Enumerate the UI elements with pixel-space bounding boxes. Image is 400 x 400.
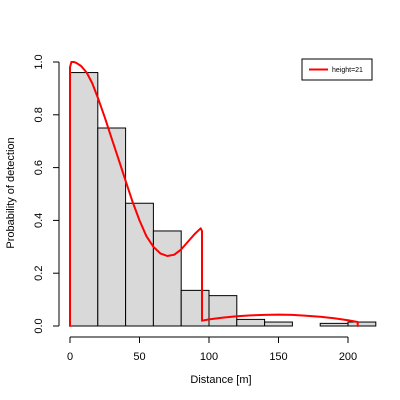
y-axis-title: Probability of detection [5,137,17,248]
y-tick-label: 0.6 [33,160,45,175]
x-tick-label: 150 [269,351,287,363]
histogram-bar [125,202,154,327]
y-tick-label: 0.8 [33,107,45,122]
y-axis: 0.0 0.2 0.4 0.6 0.8 1.0 [33,54,60,334]
histogram-bar [152,230,182,327]
histogram-bar [69,72,99,327]
histogram-bar [97,127,127,327]
histogram-bar [319,322,349,327]
histogram-bars [69,72,377,327]
series-line [69,61,359,327]
x-tick-label: 200 [339,351,357,363]
histogram-bar [347,321,377,327]
legend: height=21 [301,58,373,81]
y-tick-label: 0.2 [33,266,45,281]
legend-label: height=21 [332,67,363,74]
x-tick-label: 50 [133,351,145,363]
x-axis-title: Distance [m] [190,374,251,386]
x-tick-label: 0 [67,351,73,363]
histogram-bar [264,321,293,327]
y-tick-label: 0.0 [33,318,45,333]
x-tick-label: 100 [200,351,218,363]
y-tick-label: 1.0 [33,54,45,69]
histogram-bar [236,318,266,327]
histogram-bar [208,295,238,327]
y-tick-label: 0.4 [33,213,45,228]
legend-box [301,58,373,81]
x-axis: 0 50 100 150 200 [67,336,357,363]
series-lines [69,61,359,327]
